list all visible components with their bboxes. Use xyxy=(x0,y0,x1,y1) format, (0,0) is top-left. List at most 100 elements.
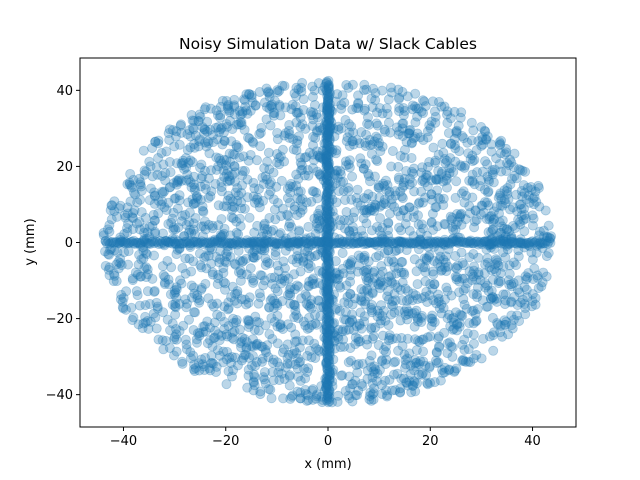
scatter-point xyxy=(222,103,233,114)
scatter-point xyxy=(481,244,492,255)
scatter-point xyxy=(408,376,419,387)
scatter-point xyxy=(367,287,378,298)
scatter-point xyxy=(348,325,359,336)
scatter-point xyxy=(224,352,235,363)
scatter-point xyxy=(347,221,358,232)
scatter-point xyxy=(417,197,428,208)
scatter-point xyxy=(507,220,518,231)
scatter-point xyxy=(384,374,395,385)
scatter-point xyxy=(165,181,176,192)
scatter-point xyxy=(358,205,369,216)
scatter-point xyxy=(526,185,537,196)
scatter-point xyxy=(419,96,430,107)
scatter-point xyxy=(218,228,229,239)
scatter-point xyxy=(189,366,200,377)
scatter-point xyxy=(266,272,277,283)
scatter-point xyxy=(236,117,247,128)
scatter-point xyxy=(491,266,502,277)
scatter-point xyxy=(144,232,155,243)
scatter-point xyxy=(399,106,410,117)
scatter-point xyxy=(274,101,285,112)
scatter-point xyxy=(513,245,524,256)
scatter-point xyxy=(298,94,309,105)
scatter-point xyxy=(223,366,234,377)
scatter-point xyxy=(284,288,295,299)
scatter-point xyxy=(275,274,286,285)
scatter-point xyxy=(333,121,344,132)
scatter-point xyxy=(271,181,282,192)
scatter-point xyxy=(218,201,229,212)
data-points xyxy=(98,75,557,408)
scatter-point xyxy=(369,239,380,250)
scatter-point xyxy=(334,269,345,280)
scatter-point xyxy=(416,317,427,328)
scatter-point xyxy=(468,329,479,340)
scatter-point xyxy=(269,204,280,215)
scatter-point xyxy=(272,87,283,98)
scatter-point xyxy=(499,194,510,205)
scatter-point xyxy=(359,252,370,263)
scatter-point xyxy=(311,343,322,354)
scatter-point xyxy=(311,218,322,229)
scatter-point xyxy=(397,118,408,129)
scatter-point xyxy=(452,318,463,329)
scatter-point xyxy=(231,119,242,130)
scatter-point xyxy=(356,127,367,138)
scatter-point xyxy=(402,380,413,391)
scatter-point xyxy=(308,186,319,197)
scatter-point xyxy=(157,187,168,198)
scatter-point xyxy=(109,245,120,256)
scatter-point xyxy=(303,242,314,253)
scatter-point xyxy=(395,186,406,197)
scatter-point xyxy=(104,249,115,260)
scatter-point xyxy=(521,194,532,205)
scatter-point xyxy=(183,174,194,185)
scatter-point xyxy=(334,305,345,316)
scatter-point xyxy=(218,165,229,176)
scatter-point xyxy=(408,231,419,242)
scatter-point xyxy=(418,108,429,119)
scatter-point xyxy=(144,221,155,232)
scatter-point xyxy=(439,101,450,112)
scatter-point xyxy=(446,313,457,324)
scatter-point xyxy=(239,203,250,214)
scatter-point xyxy=(237,106,248,117)
scatter-point xyxy=(188,256,199,267)
scatter-point xyxy=(139,227,150,238)
scatter-point xyxy=(234,324,245,335)
scatter-point xyxy=(451,263,462,274)
scatter-point xyxy=(187,194,198,205)
scatter-point xyxy=(172,175,183,186)
scatter-point xyxy=(311,187,322,198)
scatter-point xyxy=(268,167,279,178)
scatter-point xyxy=(248,385,259,396)
scatter-point xyxy=(439,327,450,338)
scatter-point xyxy=(150,136,161,147)
scatter-point xyxy=(527,210,538,221)
scatter-point xyxy=(343,82,354,93)
x-tick-label: −20 xyxy=(212,434,239,449)
scatter-point xyxy=(294,357,305,368)
scatter-point xyxy=(159,240,170,251)
scatter-point xyxy=(304,301,315,312)
scatter-point xyxy=(160,168,171,179)
scatter-point xyxy=(358,163,369,174)
scatter-point xyxy=(372,133,383,144)
scatter-point xyxy=(486,285,497,296)
scatter-point xyxy=(159,277,170,288)
scatter-point xyxy=(458,285,469,296)
scatter-point xyxy=(203,250,214,261)
scatter-point xyxy=(165,325,176,336)
scatter-point xyxy=(300,152,311,163)
scatter-point xyxy=(203,173,214,184)
scatter-point xyxy=(278,256,289,267)
scatter-point xyxy=(165,289,176,300)
scatter-point xyxy=(469,216,480,227)
scatter-point xyxy=(372,305,383,316)
scatter-point xyxy=(303,170,314,181)
scatter-point xyxy=(202,116,213,127)
y-tick-label: −20 xyxy=(46,312,73,327)
scatter-point xyxy=(344,226,355,237)
scatter-point xyxy=(330,268,341,279)
